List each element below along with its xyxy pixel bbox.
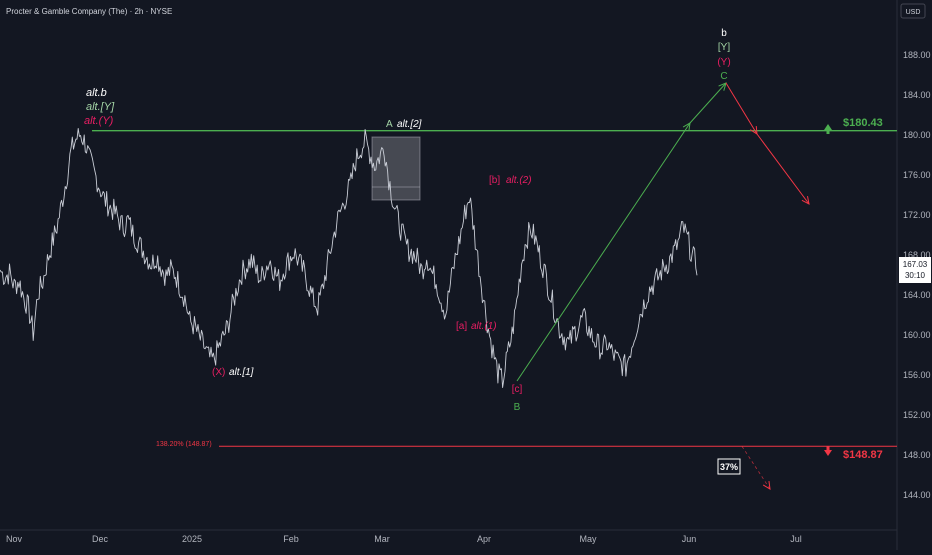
horizontal-levels: [92, 130, 897, 447]
annotation-a: A: [386, 119, 393, 130]
projection-up-2: [689, 82, 727, 124]
y-tick-label: 176.00: [903, 170, 931, 180]
projection-dashed: [741, 446, 771, 490]
currency-box[interactable]: [900, 3, 926, 19]
up-arrow-icon: [824, 124, 832, 134]
annotation-b-label: B: [514, 402, 521, 413]
y-tick-label: 152.00: [903, 410, 931, 420]
annotation-c-bracket: [c]: [512, 384, 523, 395]
y-tick-label: 144.00: [903, 490, 931, 500]
x-tick-label: Mar: [374, 534, 390, 544]
probability-label: 37%: [720, 462, 738, 472]
projection-down-1: [725, 82, 758, 135]
projection-arrowhead: [801, 196, 810, 205]
symbol-title: Procter & Gamble Company (The) · 2h · NY…: [6, 7, 172, 16]
annotation-alt-2: alt.[2]: [397, 119, 422, 130]
price-series: [0, 127, 698, 388]
highlight-zone[interactable]: [371, 136, 421, 201]
x-tick-label: Jul: [790, 534, 802, 544]
price-badge-bg: [899, 257, 931, 283]
annotation-alt-b: alt.b: [86, 87, 107, 99]
annotation-alt-1-bracket: alt.[1]: [229, 367, 254, 378]
annotation-b-small: b: [721, 28, 727, 39]
current-price-badge[interactable]: 167.03 30:10: [899, 257, 931, 283]
level-label-red: $148.87: [824, 446, 883, 461]
y-tick-label: 180.00: [903, 130, 931, 140]
projection-up-1: [516, 122, 691, 382]
fib-label: 138.20% (148.87): [156, 441, 212, 448]
price-series-line: [0, 127, 698, 388]
y-tick-label: 148.00: [903, 450, 931, 460]
y-tick-label: 156.00: [903, 370, 931, 380]
currency-label: USD: [906, 9, 921, 16]
annotation-b-bracket: [b]: [489, 175, 500, 186]
x-tick-label: Apr: [477, 534, 491, 544]
x-tick-label: Dec: [92, 534, 109, 544]
price-badge-value: 167.03: [903, 260, 928, 269]
y-tick-label: 164.00: [903, 290, 931, 300]
y-tick-label: 160.00: [903, 330, 931, 340]
annotation-a-bracket: [a]: [456, 321, 467, 332]
price-badge-countdown: 30:10: [905, 271, 926, 280]
x-tick-label: 2025: [182, 534, 202, 544]
projection-lines: [516, 82, 810, 490]
y-tick-label: 172.00: [903, 210, 931, 220]
annotation-c: C: [720, 71, 727, 82]
x-tick-label: Nov: [6, 534, 23, 544]
annotation-alt-y-paren: alt.(Y): [84, 115, 114, 127]
annotation-alt-1-paren: alt.(1): [471, 321, 497, 332]
level-label-low: $148.87: [843, 449, 883, 461]
x-tick-label: Jun: [682, 534, 697, 544]
level-label-green: $180.43: [824, 117, 883, 134]
y-tick-label: 188.00: [903, 50, 931, 60]
probability-box: [717, 458, 741, 475]
annotation-y-paren: (Y): [717, 57, 730, 68]
annotation-alt-y-bracket: alt.[Y]: [86, 101, 115, 113]
annotation-x-paren: (X): [212, 367, 225, 378]
projection-arrowhead: [762, 481, 771, 490]
annotation-alt-2-paren: alt.(2): [506, 175, 532, 186]
x-tick-label: Feb: [283, 534, 299, 544]
y-tick-label: 168.00: [903, 250, 931, 260]
y-axis-ticks: 144.00 148.00 152.00 156.00 160.00 164.00 168.…: [903, 50, 931, 500]
x-axis-ticks: Nov Dec 2025 Feb Mar Apr May Jun Jul: [6, 534, 802, 544]
y-tick-label: 184.00: [903, 90, 931, 100]
annotation-y-bracket: [Y]: [718, 42, 730, 53]
x-tick-label: May: [579, 534, 597, 544]
projection-down-2: [756, 133, 810, 205]
down-arrow-icon: [824, 446, 832, 456]
level-label-high: $180.43: [843, 117, 883, 129]
